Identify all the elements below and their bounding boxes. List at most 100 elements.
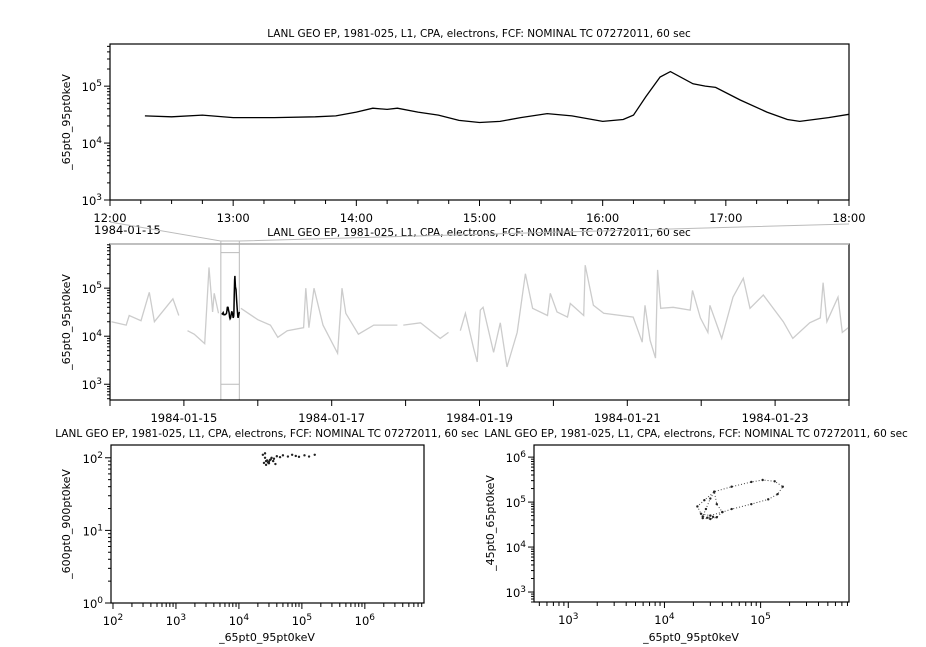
bottom-left-data-point xyxy=(264,463,268,467)
x-tick-label: 16:00 xyxy=(586,211,619,225)
bottom-right-data-point xyxy=(776,492,779,496)
bottom-right-data-point xyxy=(704,507,708,511)
bottom-right-x-label: _65pt0_95pt0keV xyxy=(642,631,739,644)
x-tick-label: 1984-01-21 xyxy=(594,411,661,425)
bottom-right-data-point xyxy=(767,498,770,501)
y-tick-label: 100 xyxy=(83,596,104,611)
bottom-left-data-point xyxy=(297,455,301,459)
bottom-right-data-point xyxy=(773,480,776,483)
zoom-connector-right xyxy=(238,223,850,400)
middle-series-line xyxy=(111,292,180,326)
bottom-left-data-point xyxy=(307,455,311,458)
bottom-right-data-point xyxy=(750,480,753,484)
middle-highlight-series-line xyxy=(221,275,241,321)
bottom-right-data-point xyxy=(781,485,784,488)
bottom-left-data-point xyxy=(263,452,267,455)
bottom-right-title: LANL GEO EP, 1981-025, L1, CPA, electron… xyxy=(484,428,908,440)
top-date-label: 1984-01-15 xyxy=(94,223,161,237)
y-tick-label: 103 xyxy=(506,585,526,600)
top-title: LANL GEO EP, 1981-025, L1, CPA, electron… xyxy=(267,28,691,40)
y-tick-label: 103 xyxy=(82,377,102,392)
y-tick-label: 106 xyxy=(506,450,527,465)
bottom-right-plot-frame xyxy=(533,444,850,603)
bottom-right-data-point xyxy=(699,512,703,515)
bottom-right-data-point xyxy=(750,502,753,506)
x-tick-label: 1984-01-17 xyxy=(298,411,365,425)
x-tick-label: 102 xyxy=(103,613,123,628)
bottom-left-data-point xyxy=(278,455,282,459)
bottom-left-data-point xyxy=(264,459,268,463)
plot-layer: 103 104 105 12:00 13:00 14:00 15:00 16:00 17:00 1… xyxy=(82,43,866,628)
middle-series-line xyxy=(187,267,220,345)
x-tick-label: 103 xyxy=(558,612,578,627)
bottom-right-data-point xyxy=(701,516,704,520)
bottom-left-y-label: _600pt0_900pt0keV xyxy=(60,469,73,580)
x-tick-label: 105 xyxy=(292,613,312,628)
bottom-right-data-point xyxy=(711,515,715,519)
bottom-left-data-point xyxy=(274,462,277,466)
x-tick-label: 12:00 xyxy=(93,211,126,225)
bottom-left-data-point xyxy=(281,454,285,457)
x-tick-label: 103 xyxy=(166,613,186,628)
bottom-right-data-point xyxy=(709,517,712,521)
bottom-right-trajectory xyxy=(696,479,784,520)
bottom-left-data-point xyxy=(263,456,267,459)
x-tick-label: 106 xyxy=(355,613,376,628)
bottom-right-data-point xyxy=(730,507,733,511)
bottom-left-data-point xyxy=(268,458,272,462)
bottom-left-data-point xyxy=(267,462,271,465)
middle-series-line xyxy=(240,288,398,356)
bottom-left-data-point xyxy=(261,453,265,456)
x-tick-label: 15:00 xyxy=(463,211,496,225)
x-tick-label: 1984-01-23 xyxy=(742,411,809,425)
y-tick-label: 105 xyxy=(506,495,526,510)
top-y-label: _65pt0_95pt0keV xyxy=(60,74,73,171)
bottom-right-data-point xyxy=(696,505,699,508)
bottom-right-data-point xyxy=(709,514,712,517)
bottom-left-data-point xyxy=(272,457,276,460)
y-tick-label: 104 xyxy=(506,540,527,555)
bottom-left-x-label: _65pt0_95pt0keV xyxy=(218,631,315,644)
bottom-right-data-point xyxy=(715,502,718,506)
top-series-line xyxy=(144,70,850,124)
bottom-right-data-point xyxy=(721,510,724,514)
middle-y-label: _65pt0_95pt0keV xyxy=(60,274,73,371)
bottom-left-data-point xyxy=(262,461,266,465)
middle-series-line xyxy=(459,265,849,368)
bottom-left-data-point xyxy=(270,456,273,459)
middle-title: LANL GEO EP, 1981-025, L1, CPA, electron… xyxy=(267,227,691,239)
bottom-right-data-point xyxy=(703,499,706,502)
x-tick-label: 1984-01-15 xyxy=(150,411,217,425)
y-tick-label: 105 xyxy=(82,79,102,94)
middle-series-line xyxy=(403,322,449,340)
x-tick-label: 1984-01-19 xyxy=(446,411,513,425)
x-tick-label: 18:00 xyxy=(832,211,865,225)
y-tick-label: 103 xyxy=(82,193,102,208)
bottom-left-data-point xyxy=(313,453,316,456)
zoom-connector-left xyxy=(109,221,222,400)
x-tick-label: 104 xyxy=(654,612,675,627)
y-tick-label: 101 xyxy=(83,523,103,538)
x-tick-label: 13:00 xyxy=(217,211,250,225)
bottom-right-data-point xyxy=(701,515,704,518)
bottom-left-plot-frame xyxy=(110,444,425,604)
y-tick-label: 102 xyxy=(83,451,103,466)
x-tick-label: 17:00 xyxy=(709,211,742,225)
y-tick-label: 105 xyxy=(82,281,102,296)
bottom-left-data-point xyxy=(275,455,279,458)
bottom-right-data-point xyxy=(715,516,718,519)
x-tick-label: 104 xyxy=(229,613,250,628)
bottom-right-y-label: _45pt0_65pt0keV xyxy=(484,475,497,572)
x-tick-label: 105 xyxy=(750,612,770,627)
bottom-right-data-point xyxy=(713,490,716,493)
bottom-left-data-point xyxy=(271,459,275,463)
y-tick-label: 104 xyxy=(82,329,103,344)
bottom-left-data-point xyxy=(286,455,290,458)
x-tick-label: 14:00 xyxy=(340,211,373,225)
bottom-left-data-point xyxy=(303,454,306,457)
bottom-left-data-point xyxy=(290,453,294,456)
bottom-right-data-point xyxy=(706,516,709,519)
bottom-left-title: LANL GEO EP, 1981-025, L1, CPA, electron… xyxy=(55,428,479,440)
y-tick-label: 104 xyxy=(82,136,103,151)
